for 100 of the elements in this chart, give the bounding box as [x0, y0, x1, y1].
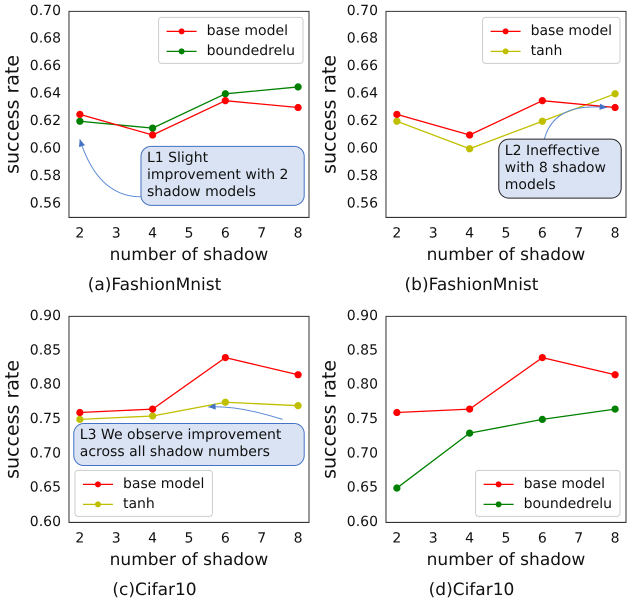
y-tick-label: 0.75: [346, 411, 378, 428]
point: [393, 110, 401, 118]
y-tick-label: 0.60: [30, 514, 61, 530]
point: [538, 118, 546, 125]
y-tick-label: 0.58: [30, 168, 61, 184]
x-tick-label: 5: [502, 225, 510, 242]
y-tick-label: 0.64: [30, 85, 62, 102]
text: (b)FashionMnist: [404, 275, 539, 296]
y-tick-label: 0.70: [346, 445, 378, 462]
y-tick-label: 0.70: [30, 445, 61, 462]
x-tick-label: 2: [392, 225, 402, 242]
x-axis-title: number of shadow: [426, 550, 586, 570]
annotation: L2 Ineffective with 8 shadow models: [504, 142, 606, 193]
x-tick-label: 5: [184, 225, 194, 242]
x-axis-title: number of shadow: [110, 244, 268, 265]
y-tick-label: 0.85: [346, 342, 378, 358]
point: [148, 412, 156, 420]
x-tick-label: 5: [502, 530, 510, 546]
point: [76, 118, 84, 125]
point: [222, 354, 230, 362]
y-tick-label: 0.80: [30, 376, 61, 393]
y-tick-label: 0.60: [30, 140, 61, 156]
legend-label: boundedrelu: [524, 496, 612, 512]
y-tick-label: 0.60: [346, 514, 378, 530]
point: [466, 429, 474, 437]
y-tick-label: 0.68: [30, 30, 61, 47]
text: (d)Cifar10: [428, 580, 514, 600]
point: [393, 484, 401, 492]
y-tick-label: 0.70: [346, 3, 378, 20]
x-tick-label: 6: [538, 530, 547, 546]
legend-label: base model: [122, 476, 204, 492]
point: [222, 97, 230, 104]
x-tick-label: 6: [220, 225, 230, 242]
y-axis-title: success rate: [1, 54, 24, 174]
point: [466, 131, 474, 139]
annotation: L3 We observe improvement across all shadow numbers: [80, 427, 282, 460]
x-tick-label: 5: [184, 530, 194, 546]
legend-label: base model: [206, 23, 288, 40]
point: [222, 398, 230, 406]
x-tick-label: 7: [574, 530, 584, 546]
legend-label: tanh: [530, 43, 562, 60]
y-tick-label: 0.66: [30, 58, 62, 74]
y-axis-title: success rate: [318, 54, 340, 174]
point: [611, 371, 619, 378]
annotation: L1 Slight improvement with 2 shadow models: [146, 150, 288, 200]
point: [294, 371, 302, 378]
text: (c)Cifar10: [112, 580, 197, 600]
point: [611, 90, 619, 98]
y-tick-label: 0.56: [30, 195, 62, 212]
y-tick-label: 0.66: [346, 58, 378, 74]
point: [466, 145, 474, 152]
x-tick-label: 2: [392, 530, 402, 546]
point: [393, 118, 401, 125]
point: [76, 416, 84, 424]
point: [222, 90, 230, 98]
point: [393, 408, 401, 416]
legend-label: tanh: [122, 496, 155, 512]
y-tick-label: 0.62: [30, 112, 61, 129]
point: [538, 354, 546, 362]
x-tick-label: 3: [428, 530, 438, 546]
x-tick-label: 8: [294, 225, 303, 242]
point: [611, 104, 619, 112]
y-tick-label: 0.90: [30, 308, 61, 324]
y-tick-label: 0.90: [346, 308, 378, 324]
point: [76, 110, 84, 118]
point: [538, 97, 546, 104]
y-tick-label: 0.68: [346, 30, 378, 47]
x-tick-label: 4: [148, 530, 158, 546]
x-tick-label: 7: [574, 225, 584, 242]
y-tick-label: 0.65: [30, 480, 61, 496]
y-tick-label: 0.70: [30, 3, 61, 20]
point: [148, 405, 156, 413]
y-tick-label: 0.60: [346, 140, 378, 156]
legend-label: base model: [524, 476, 606, 492]
x-tick-label: 8: [294, 530, 303, 546]
point: [538, 416, 546, 424]
y-axis-title: success rate: [318, 360, 340, 479]
x-axis-title: number of shadow: [426, 244, 586, 265]
point: [76, 408, 84, 416]
point: [466, 405, 474, 413]
x-tick-label: 8: [610, 530, 620, 546]
y-tick-label: 0.56: [346, 195, 378, 212]
legend-label: boundedrelu: [206, 43, 296, 60]
x-tick-label: 2: [75, 225, 84, 242]
y-tick-label: 0.65: [346, 480, 378, 496]
x-tick-label: 7: [257, 530, 266, 546]
x-tick-label: 3: [428, 225, 438, 242]
x-tick-label: 7: [257, 225, 266, 242]
x-tick-label: 3: [112, 530, 121, 546]
x-tick-label: 6: [220, 530, 230, 546]
x-tick-label: 4: [148, 225, 158, 242]
y-tick-label: 0.64: [346, 85, 378, 102]
x-tick-label: 3: [112, 225, 121, 242]
x-axis-title: number of shadow: [110, 550, 268, 570]
y-tick-label: 0.75: [30, 411, 61, 428]
y-tick-label: 0.58: [346, 168, 378, 184]
x-tick-label: 2: [75, 530, 84, 546]
legend-label: base model: [530, 23, 612, 40]
point: [294, 104, 302, 112]
point: [294, 83, 302, 91]
